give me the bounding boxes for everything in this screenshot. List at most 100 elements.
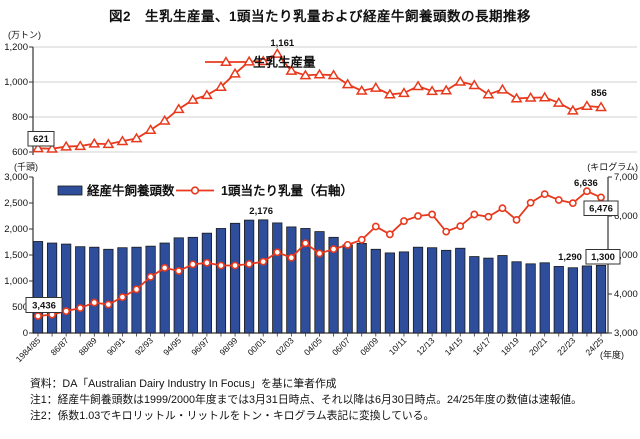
bar [483, 257, 494, 334]
legend-label: 経産牛飼養頭数 [87, 183, 175, 198]
cow-numbers-bars [32, 219, 607, 334]
x-tick-label: 94/95 [161, 335, 183, 357]
circle-marker [597, 193, 605, 202]
data-label: 6,476 [589, 204, 613, 215]
circle-marker [287, 253, 296, 262]
data-label: 3,436 [32, 300, 56, 311]
right-axis-unit: (キログラム) [587, 161, 638, 172]
y-tick-label: 600 [12, 147, 28, 158]
note-2: 注2： 係数1.03でキロリットル・リットルをトン・キログラム表記に変換している… [30, 409, 620, 424]
circle-marker [568, 199, 577, 208]
chart-canvas: 600 800 1,000 1,200 (万トン) 生乳生産量 621 1,161 856 0 50… [4, 30, 638, 364]
circle-marker [428, 210, 436, 219]
bar [314, 231, 325, 334]
bar [455, 247, 466, 334]
x-tick-label: 20/21 [527, 335, 549, 357]
left-axis-unit: (万トン) [8, 30, 41, 40]
left-y-tick-label: 1,500 [4, 250, 28, 261]
herd-and-yield-chart: 0 500 1,000 1,500 2,000 2,500 3,000 3,000 4,000 5… [4, 161, 638, 364]
triangle-marker [102, 138, 115, 149]
bar [384, 252, 395, 334]
x-tick-label: 22/23 [555, 335, 577, 357]
triangle-marker [215, 81, 227, 91]
bar [258, 219, 269, 334]
legend-bar-swatch [57, 185, 83, 196]
bar [286, 226, 297, 334]
data-label: 1,300 [591, 252, 615, 263]
data-label-box [585, 249, 621, 265]
note-1: 注1： 経産牛飼養頭数は1999/2000年度までは3月31日時点、それ以降は6… [30, 393, 620, 408]
triangle-marker [524, 91, 537, 102]
circle-marker [357, 235, 366, 244]
circle-marker [273, 248, 282, 257]
bar [511, 261, 522, 334]
circle-marker [217, 261, 225, 270]
circle-marker [132, 285, 141, 294]
x-tick-label: 14/15 [443, 335, 465, 357]
triangle-marker [144, 124, 157, 134]
right-y-tick-label: 5,000 [614, 250, 638, 261]
bar [89, 246, 100, 334]
triangle-marker [313, 68, 326, 79]
data-label: 856 [591, 88, 607, 99]
triangle-marker [130, 132, 143, 143]
circle-marker [371, 222, 380, 231]
bar [244, 219, 255, 334]
circle-marker [456, 222, 465, 231]
triangle-marker [200, 89, 213, 100]
circle-marker [329, 245, 338, 254]
bar [567, 267, 578, 334]
legend-circle-marker [190, 186, 200, 195]
bar [426, 247, 438, 334]
bar [356, 243, 367, 334]
x-tick-label: 1984/85 [14, 335, 43, 364]
circle-marker [160, 263, 169, 272]
triangle-marker [60, 140, 73, 151]
bottom-legend: 経産牛飼養頭数 1頭当たり乳量（右軸） [57, 183, 353, 198]
left-y-tick-label: 0 [23, 328, 28, 339]
x-tick-label: 02/03 [274, 335, 296, 357]
triangle-marker [468, 79, 481, 90]
bar [173, 237, 184, 334]
note-2-label: 注2： [30, 409, 58, 422]
circle-marker [76, 304, 85, 312]
note-1-text: 経産牛飼養頭数は1999/2000年度までは3月31日時点、それ以降は6月30日… [57, 393, 582, 406]
triangle-marker [271, 47, 284, 58]
bar [469, 256, 480, 334]
data-label: 6,636 [574, 178, 598, 189]
bar [595, 264, 607, 334]
x-axis-unit: (年度) [600, 349, 624, 360]
data-label-box [27, 131, 55, 147]
triangle-marker [116, 135, 129, 146]
footnotes: 資料：DA「Australian Dairy Industry In Focus… [30, 377, 620, 425]
triangle-marker [412, 80, 424, 91]
left-y-tick-label: 3,000 [4, 172, 28, 183]
left-y-tick-label: 1,000 [4, 276, 28, 287]
triangle-marker [327, 69, 340, 80]
figure-title: 図2 生乳生産量、1頭当たり乳量および経産牛飼養頭数の長期推移 [108, 9, 531, 24]
circle-marker [554, 196, 563, 204]
bar [215, 228, 227, 334]
bar [75, 246, 86, 334]
right-y-tick-label: 7,000 [614, 172, 638, 183]
triangle-marker [566, 104, 579, 115]
bar [61, 243, 72, 334]
circle-marker [442, 227, 451, 236]
y-tick-label: 1,000 [4, 77, 28, 88]
data-label: 2,176 [249, 206, 273, 217]
circle-marker [526, 198, 535, 207]
circle-marker [202, 258, 211, 267]
bar [117, 247, 128, 334]
x-tick-label: 06/07 [330, 335, 352, 357]
x-tick-label: 90/91 [105, 335, 127, 357]
bar [145, 245, 156, 334]
triangle-marker [220, 56, 232, 67]
x-tick-label: 10/11 [387, 335, 409, 357]
triangle-marker [243, 55, 256, 66]
bar [342, 244, 353, 334]
right-y-tick-label: 4,000 [614, 289, 638, 300]
triangle-marker [158, 114, 171, 125]
triangle-marker [369, 81, 382, 92]
circle-marker [301, 239, 310, 248]
